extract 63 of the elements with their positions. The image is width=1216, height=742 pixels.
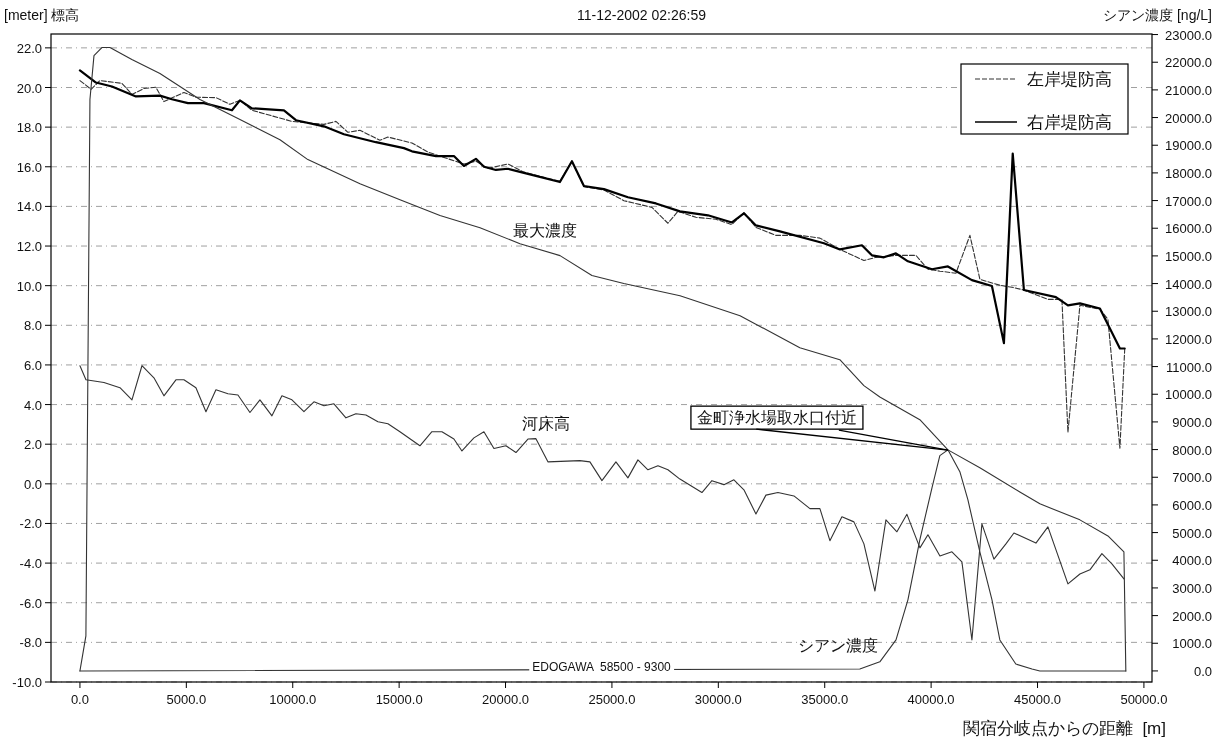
- y2-tick-label: 23000.0: [1165, 27, 1212, 43]
- y2-tick-label: 11000.0: [1165, 359, 1212, 375]
- y2-tick-label: 18000.0: [1165, 165, 1212, 181]
- y2-tick-label: 22000.0: [1165, 55, 1212, 71]
- y2-tick-label: 7000.0: [1172, 470, 1212, 486]
- x-tick-label: 50000.0: [1120, 692, 1168, 707]
- x-tick-label: 45000.0: [1014, 692, 1062, 707]
- y2-tick-label: 13000.0: [1165, 304, 1212, 320]
- legend-label: 右岸堤防高: [1027, 113, 1112, 132]
- x-tick-label: 35000.0: [801, 692, 849, 707]
- y2-tick-label: 8000.0: [1172, 442, 1212, 458]
- x-tick-label: 10000.0: [269, 692, 317, 707]
- y-tick-label: -10.0: [12, 675, 42, 690]
- x-tick-label: 30000.0: [694, 692, 742, 707]
- y-tick-label: 20.0: [16, 80, 42, 96]
- y2-tick-label: 12000.0: [1165, 331, 1212, 347]
- y2-tick-label: 21000.0: [1165, 82, 1212, 98]
- x-tick-label: 15000.0: [375, 692, 423, 707]
- legend-label: 左岸堤防高: [1027, 70, 1112, 89]
- y2-tick-label: 10000.0: [1165, 387, 1212, 403]
- y2-tick-label: 14000.0: [1165, 276, 1212, 292]
- y2-tick-label: 0.0: [1193, 663, 1212, 679]
- x-tick-label: 25000.0: [588, 692, 636, 707]
- y-tick-label: 14.0: [16, 199, 42, 215]
- y2-tick-label: 15000.0: [1165, 248, 1212, 264]
- y2-tick-label: 19000.0: [1165, 138, 1212, 154]
- y-tick-label: 22.0: [16, 40, 42, 56]
- series-label: シアン濃度: [797, 637, 878, 654]
- y-tick-label: 6.0: [23, 357, 42, 373]
- y-tick-label: 8.0: [23, 318, 42, 334]
- chart-title: 11-12-2002 02:26:59: [577, 7, 707, 23]
- y2-tick-label: 5000.0: [1172, 525, 1212, 541]
- y2-tick-label: 3000.0: [1172, 580, 1212, 596]
- y-tick-label: -2.0: [19, 516, 42, 532]
- x-tick-label: 20000.0: [482, 692, 530, 707]
- y2-tick-label: 9000.0: [1172, 414, 1212, 430]
- annotation: EDOGAWA 58500 - 9300: [532, 660, 672, 674]
- y2-tick-label: 4000.0: [1172, 553, 1212, 569]
- x-axis-title: 関宿分岐点からの距離 [m]: [962, 719, 1166, 738]
- annotation: 金町浄水場取水口付近: [696, 409, 857, 427]
- y2-tick-label: 17000.0: [1165, 193, 1212, 209]
- y2-tick-label: 20000.0: [1165, 110, 1212, 126]
- series-label: 河床高: [521, 415, 570, 433]
- y-tick-label: 12.0: [16, 239, 42, 255]
- y2-tick-label: 16000.0: [1165, 221, 1212, 237]
- y2-tick-label: 6000.0: [1172, 497, 1212, 513]
- y2-tick-label: 2000.0: [1172, 608, 1212, 624]
- y-tick-label: 4.0: [23, 397, 42, 413]
- y-tick-label: 18.0: [16, 120, 42, 136]
- series-label: 最大濃度: [513, 221, 577, 239]
- y-tick-label: 0.0: [23, 476, 42, 492]
- y2-tick-label: 1000.0: [1172, 636, 1212, 652]
- y-tick-label: -6.0: [19, 595, 42, 611]
- y-tick-label: 10.0: [16, 278, 42, 294]
- x-tick-label: 40000.0: [907, 692, 955, 707]
- y-tick-label: 16.0: [16, 159, 42, 175]
- y-tick-label: -8.0: [19, 635, 42, 651]
- y-tick-label: 2.0: [23, 437, 42, 453]
- x-tick-label: 0.0: [70, 692, 89, 707]
- y2-axis-title: シアン濃度 [ng/L]: [1103, 7, 1212, 23]
- y-tick-label: -4.0: [19, 556, 42, 572]
- x-tick-label: 5000.0: [166, 692, 207, 707]
- y-axis-title: [meter] 標高: [4, 7, 80, 23]
